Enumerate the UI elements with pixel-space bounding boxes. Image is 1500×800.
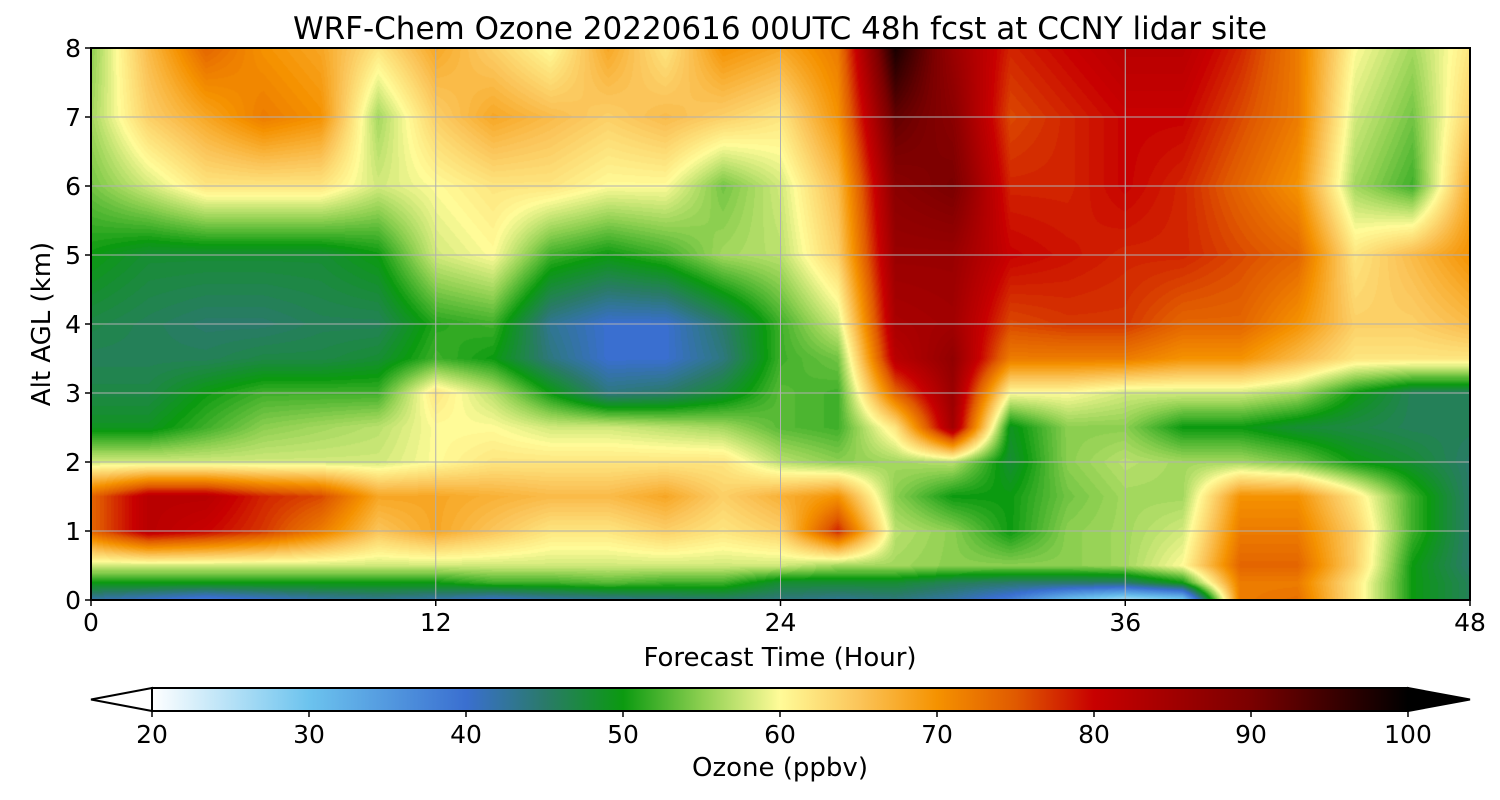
x-tick-label: 36 [1109,608,1141,637]
y-axis-ticks: 0 1 2 3 4 5 6 7 8 [65,34,91,615]
x-tick-label: 0 [83,608,99,637]
y-tick-label: 6 [65,172,81,201]
y-tick-label: 2 [65,448,81,477]
x-tick-label: 12 [420,608,452,637]
y-axis-label: Alt AGL (km) [27,242,57,406]
colorbar-tick-label: 40 [450,720,482,749]
x-axis-ticks: 0 12 24 36 48 [83,600,1486,637]
colorbar-tick-label: 30 [293,720,325,749]
colorbar-tick-label: 70 [921,720,953,749]
x-tick-label: 24 [765,608,797,637]
y-tick-label: 1 [65,517,81,546]
y-tick-label: 5 [65,241,81,270]
colorbar-tick-label: 90 [1235,720,1267,749]
colorbar-ticks: 20 30 40 50 60 70 80 90 100 [136,711,1432,749]
colorbar-tick-label: 50 [607,720,639,749]
grid-lines [91,48,1470,600]
colorbar-tick-label: 20 [136,720,168,749]
colorbar-extend-low [90,686,153,713]
heatmap-plot-area [90,47,1471,601]
colorbar-tick-label: 60 [764,720,796,749]
chart-title: WRF-Chem Ozone 20220616 00UTC 48h fcst a… [293,11,1267,47]
colorbar-extend-high [1407,686,1471,713]
colorbar-gradient [152,688,1408,711]
y-tick-label: 0 [65,586,81,615]
y-tick-label: 8 [65,34,81,63]
colorbar: 20 30 40 50 60 70 80 90 100 Ozone (ppbv) [90,686,1471,783]
x-tick-label: 48 [1454,608,1486,637]
x-axis-label: Forecast Time (Hour) [643,643,916,673]
y-tick-label: 7 [65,103,81,132]
y-tick-label: 4 [65,310,81,339]
colorbar-tick-label: 100 [1384,720,1432,749]
colorbar-label: Ozone (ppbv) [692,753,868,783]
colorbar-tick-label: 80 [1078,720,1110,749]
y-tick-label: 3 [65,379,81,408]
